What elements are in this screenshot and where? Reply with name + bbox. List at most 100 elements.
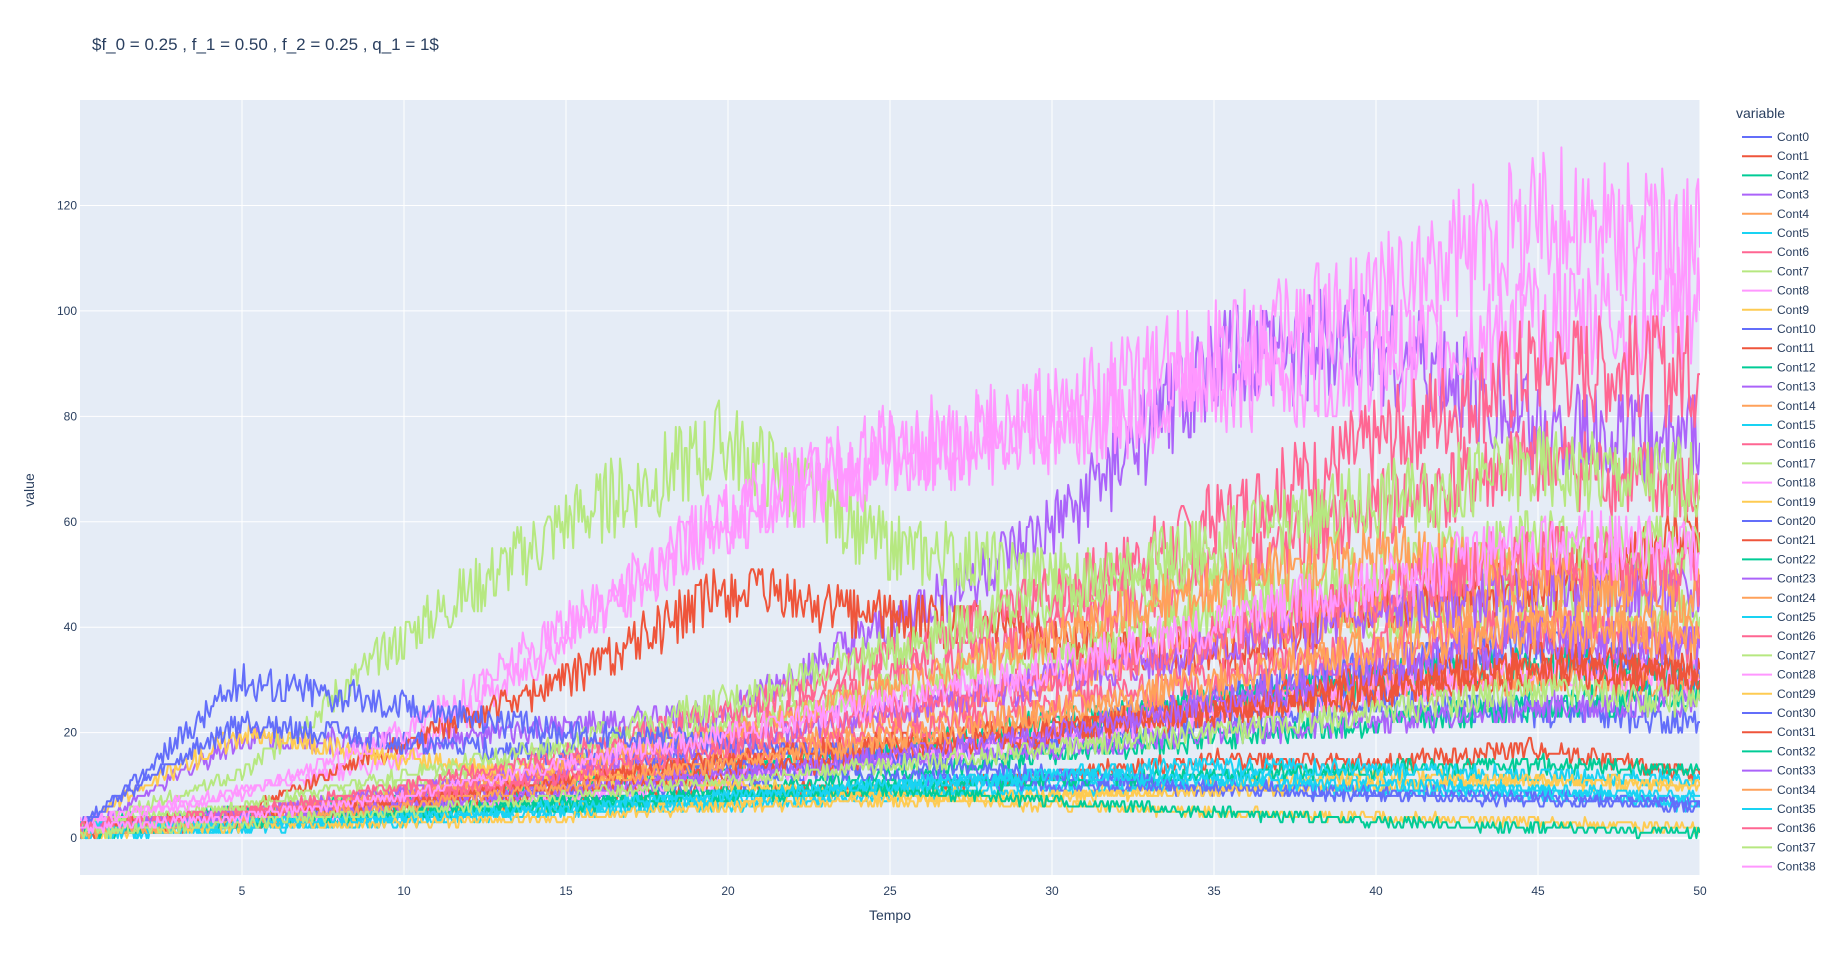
legend-item[interactable]: Cont28 — [1742, 668, 1816, 682]
legend-label: Cont16 — [1777, 437, 1816, 451]
legend-label: Cont29 — [1777, 687, 1816, 701]
legend-item[interactable]: Cont32 — [1742, 744, 1816, 758]
legend-item[interactable]: Cont13 — [1742, 380, 1816, 394]
legend-title: variable — [1736, 105, 1785, 121]
legend-item[interactable]: Cont37 — [1742, 840, 1816, 854]
y-tick-label: 60 — [64, 515, 78, 529]
legend-label: Cont1 — [1777, 149, 1809, 163]
legend-item[interactable]: Cont25 — [1742, 610, 1816, 624]
x-tick-label: 5 — [239, 884, 246, 898]
legend-label: Cont36 — [1777, 821, 1816, 835]
series-line-Cont8[interactable] — [80, 246, 1700, 829]
legend-item[interactable]: Cont9 — [1742, 303, 1809, 317]
legend-item[interactable]: Cont26 — [1742, 629, 1816, 643]
legend-item[interactable]: Cont18 — [1742, 476, 1816, 490]
legend-label: Cont30 — [1777, 706, 1816, 720]
legend-label: Cont7 — [1777, 264, 1809, 278]
legend-label: Cont31 — [1777, 725, 1816, 739]
legend-label: Cont2 — [1777, 168, 1809, 182]
series-line-Cont36[interactable] — [80, 520, 1700, 834]
legend-label: Cont19 — [1777, 495, 1816, 509]
legend-label: Cont27 — [1777, 648, 1816, 662]
x-tick-label: 45 — [1531, 884, 1545, 898]
legend-label: Cont23 — [1777, 572, 1816, 586]
legend-label: Cont28 — [1777, 668, 1816, 682]
legend-item[interactable]: Cont33 — [1742, 764, 1816, 778]
x-tick-label: 40 — [1369, 884, 1383, 898]
series-line-Cont37[interactable] — [80, 673, 1700, 840]
legend-item[interactable]: Cont20 — [1742, 514, 1816, 528]
legend-item[interactable]: Cont35 — [1742, 802, 1816, 816]
legend-item[interactable]: Cont27 — [1742, 648, 1816, 662]
x-tick-label: 35 — [1207, 884, 1221, 898]
chart-title: $f_0 = 0.25 , f_1 = 0.50 , f_2 = 0.25 , … — [92, 35, 439, 54]
legend-item[interactable]: Cont21 — [1742, 533, 1816, 547]
plot-area: 5 10 15 20 25 30 35 40 45 50 0 20 40 60 80 100 120 — [57, 100, 1707, 898]
series-line-Cont38[interactable] — [80, 510, 1700, 834]
x-tick-label: 15 — [559, 884, 573, 898]
legend-item[interactable]: Cont29 — [1742, 687, 1816, 701]
legend-item[interactable]: Cont14 — [1742, 399, 1816, 413]
legend-item[interactable]: Cont15 — [1742, 418, 1816, 432]
legend-item[interactable]: Cont5 — [1742, 226, 1809, 240]
y-axis-title: value — [21, 473, 37, 507]
legend-item[interactable]: Cont36 — [1742, 821, 1816, 835]
legend-item[interactable]: Cont1 — [1742, 149, 1809, 163]
legend-item[interactable]: Cont11 — [1742, 341, 1815, 355]
legend-item[interactable]: Cont8 — [1742, 284, 1809, 298]
series-line-Cont31[interactable] — [80, 652, 1700, 829]
series-line-Cont19[interactable] — [80, 721, 1700, 834]
legend-label: Cont33 — [1777, 764, 1816, 778]
y-tick-label: 0 — [70, 831, 77, 845]
legend-label: Cont14 — [1777, 399, 1816, 413]
legend-item[interactable]: Cont3 — [1742, 188, 1809, 202]
series-line-Cont27[interactable] — [80, 425, 1700, 829]
legend-label: Cont4 — [1777, 207, 1809, 221]
y-tick-label: 80 — [64, 409, 78, 423]
legend-item[interactable]: Cont30 — [1742, 706, 1816, 720]
legend-item[interactable]: Cont2 — [1742, 168, 1809, 182]
legend-item[interactable]: Cont12 — [1742, 360, 1816, 374]
legend-label: Cont26 — [1777, 629, 1816, 643]
legend-item[interactable]: Cont6 — [1742, 245, 1809, 259]
series-group — [80, 146, 1700, 840]
legend-label: Cont5 — [1777, 226, 1809, 240]
y-tick-label: 40 — [64, 620, 78, 634]
legend-label: Cont37 — [1777, 840, 1816, 854]
y-tick-label: 120 — [57, 198, 77, 212]
legend-label: Cont35 — [1777, 802, 1816, 816]
legend-label: Cont0 — [1777, 130, 1809, 144]
legend-item[interactable]: Cont19 — [1742, 495, 1816, 509]
legend-item[interactable]: Cont16 — [1742, 437, 1816, 451]
legend-item[interactable]: Cont4 — [1742, 207, 1809, 221]
y-tick-label: 20 — [64, 726, 78, 740]
legend-label: Cont20 — [1777, 514, 1816, 528]
legend-item[interactable]: Cont0 — [1742, 130, 1809, 144]
x-tick-label: 30 — [1045, 884, 1059, 898]
legend-item[interactable]: Cont7 — [1742, 264, 1809, 278]
legend-label: Cont17 — [1777, 456, 1816, 470]
x-tick-label: 20 — [721, 884, 735, 898]
legend-label: Cont32 — [1777, 744, 1816, 758]
legend-label: Cont11 — [1777, 341, 1815, 355]
legend-item[interactable]: Cont10 — [1742, 322, 1816, 336]
legend-item[interactable]: Cont38 — [1742, 860, 1816, 874]
legend-label: Cont15 — [1777, 418, 1816, 432]
legend-label: Cont6 — [1777, 245, 1809, 259]
legend-item[interactable]: Cont24 — [1742, 591, 1816, 605]
legend-label: Cont18 — [1777, 476, 1816, 490]
legend-label: Cont8 — [1777, 284, 1809, 298]
x-tick-label: 10 — [397, 884, 411, 898]
legend-item[interactable]: Cont17 — [1742, 456, 1816, 470]
legend-item[interactable]: Cont31 — [1742, 725, 1816, 739]
legend-label: Cont12 — [1777, 360, 1816, 374]
series-line-Cont28[interactable] — [80, 146, 1700, 829]
legend-item[interactable]: Cont22 — [1742, 552, 1816, 566]
legend-item[interactable]: Cont23 — [1742, 572, 1816, 586]
series-line-Cont35[interactable] — [80, 768, 1700, 834]
legend-label: Cont38 — [1777, 860, 1816, 874]
legend-item[interactable]: Cont34 — [1742, 783, 1816, 797]
legend-label: Cont25 — [1777, 610, 1816, 624]
x-tick-label: 25 — [883, 884, 897, 898]
